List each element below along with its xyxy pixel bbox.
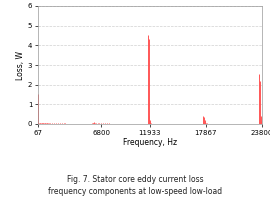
Text: Fig. 7. Stator core eddy current loss
frequency components at low-speed low-load: Fig. 7. Stator core eddy current loss fr… <box>48 175 222 196</box>
Y-axis label: Loss, W: Loss, W <box>16 50 25 79</box>
X-axis label: Frequency, Hz: Frequency, Hz <box>123 138 177 147</box>
